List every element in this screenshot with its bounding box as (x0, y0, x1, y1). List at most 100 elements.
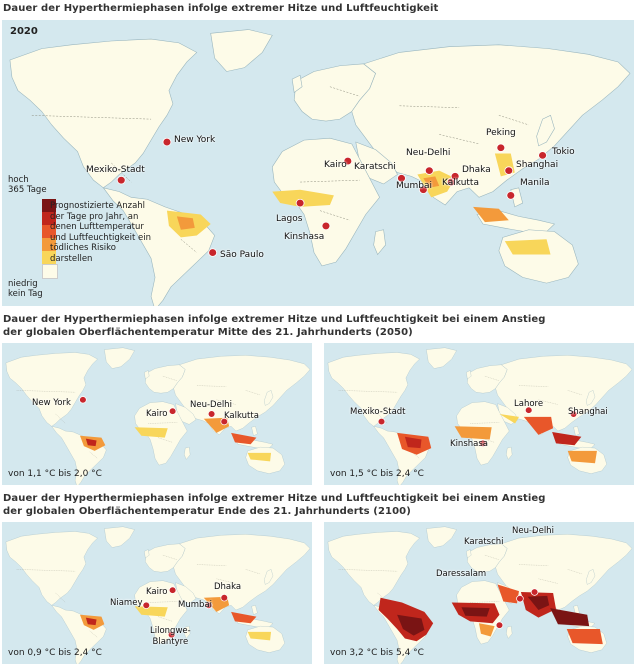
city-dot-mexiko-stadt (377, 417, 386, 426)
heat-zone (85, 617, 97, 626)
heat-zone (231, 432, 257, 445)
city-dot-neu-delhi (207, 410, 216, 418)
legend-description: Prognostizierte Anzahl der Tage pro Jahr… (50, 201, 152, 264)
city-label-sao-paulo: São Paulo (220, 250, 264, 260)
heat-zone (134, 606, 168, 617)
city-label-shanghai: Shanghai (568, 407, 608, 417)
city-label-shanghai: Shanghai (516, 160, 559, 170)
city-label-kairo: Kairo (146, 409, 168, 419)
city-dot-kinshasa (479, 439, 487, 448)
heat-zone (397, 614, 425, 636)
heat-zone (479, 623, 495, 637)
main-heading: Dauer der Hyperthermiephasen infolge ext… (3, 3, 439, 14)
city-label-mumbai: Mumbai (396, 181, 432, 191)
city-label-lagos: Lagos (276, 214, 303, 224)
heat-zone (85, 438, 97, 447)
city-dot-karatschi (397, 174, 406, 183)
legend: hoch 365 Tage Prognostizierte Anzahl der… (8, 175, 151, 305)
legend-color-bar (42, 199, 58, 279)
city-label-mexiko-stadt: Mexiko-Stadt (86, 165, 145, 175)
heat-zone (454, 426, 492, 440)
city-label-dhaka: Dhaka (462, 165, 491, 175)
city-label-mumbai: Mumbai (178, 600, 212, 610)
city-dot-dhaka (220, 594, 229, 602)
city-dot-new-york (162, 137, 172, 147)
city-label-peking: Peking (486, 128, 516, 138)
city-dot-manila (506, 191, 516, 200)
city-dot-peking (496, 143, 506, 152)
city-label-kalkutta: Kalkutta (442, 178, 479, 188)
city-dot-kalkutta (446, 177, 456, 187)
city-label-kinshasa: Kinshasa (284, 232, 325, 242)
map-2050-high: Mexiko-Stadt Lahore Shanghai Kinshasa vo… (324, 343, 634, 485)
heat-zone (231, 611, 257, 624)
temperature-range-label: von 0,9 °C bis 2,4 °C (8, 648, 102, 658)
city-label-kinshasa: Kinshasa (450, 439, 488, 449)
temperature-range-label: von 1,5 °C bis 2,4 °C (330, 469, 424, 479)
heat-zone (550, 608, 590, 627)
city-label-daressalam: Daressalam (436, 569, 487, 579)
heat-zone (247, 452, 272, 462)
heat-zone-sahel (272, 189, 334, 207)
legend-swatch-6 (42, 264, 58, 279)
city-dot-mumbai (418, 185, 428, 194)
city-dot-kairo (168, 586, 177, 594)
city-label-new-york: New York (174, 135, 216, 145)
city-label-neu-delhi: Neu-Delhi (190, 400, 232, 410)
legend-swatch-1 (42, 199, 56, 212)
city-label-mexiko-stadt: Mexiko-Stadt (350, 407, 406, 417)
heat-zone (497, 584, 519, 604)
city-dot-sao-paulo (208, 248, 218, 257)
city-dot-lagos (295, 198, 305, 208)
heat-zone-australia (504, 239, 551, 255)
heat-zone-south-america-core (176, 216, 195, 230)
world-map (5, 526, 311, 664)
heat-zone (567, 450, 597, 464)
temperature-range-label: von 1,1 °C bis 2,0 °C (8, 469, 102, 479)
world-map (5, 347, 311, 485)
heat-zone (404, 436, 422, 449)
city-dot-lahore (524, 406, 533, 414)
heat-zone (523, 416, 554, 435)
heat-zone-se-asia (473, 206, 509, 223)
city-dot-daressalam (495, 621, 504, 629)
city-dot-neu-delhi (424, 166, 434, 175)
city-dot-tokio (538, 151, 547, 160)
city-label-dhaka: Dhaka (214, 582, 242, 592)
city-dot-mumbai (204, 601, 213, 609)
city-dot-kinshasa (321, 221, 331, 231)
world-map (9, 29, 631, 306)
heat-zone (566, 628, 603, 645)
heat-zone (134, 427, 168, 438)
city-label-karatschi: Karatschi (354, 162, 396, 172)
city-dot-new-york (79, 396, 87, 404)
end-century-heading: Dauer der Hyperthermiephasen infolge ext… (3, 493, 546, 517)
city-label-lilongwe-blantyre: Lilongwe- Blantyre (150, 626, 191, 647)
legend-swatch-4 (42, 238, 56, 251)
city-label-karatschi: Karatschi (464, 537, 504, 547)
city-dot-dhaka (450, 172, 460, 181)
city-dot-shanghai (504, 166, 514, 175)
mid-century-heading: Dauer der Hyperthermiephasen infolge ext… (3, 314, 546, 338)
city-dot-kalkutta (220, 417, 229, 426)
city-dot-lilongwe-blantyre (167, 630, 176, 639)
legend-swatch-2 (42, 212, 56, 225)
city-label-neu-delhi: Neu-Delhi (512, 526, 554, 536)
city-label-neu-delhi: Neu-Delhi (406, 148, 451, 158)
city-dot-kairo (343, 156, 353, 166)
legend-high-label: hoch 365 Tage (8, 175, 47, 195)
city-label-kalkutta: Kalkutta (224, 411, 259, 421)
world-map (327, 526, 633, 664)
legend-swatch-5 (42, 251, 56, 264)
city-dot-shanghai (569, 410, 578, 418)
city-label-new-york: New York (32, 398, 71, 408)
temperature-range-label: von 3,2 °C bis 5,4 °C (330, 648, 424, 658)
world-map (327, 347, 633, 485)
heat-zone (499, 414, 519, 424)
heat-zone (552, 431, 582, 446)
city-label-kairo: Kairo (146, 587, 168, 597)
year-label: 2020 (10, 26, 38, 37)
map-2050-low: New York Kairo Neu-Delhi Kalkutta von 1,… (2, 343, 312, 485)
heat-zone (461, 607, 490, 617)
city-label-kairo: Kairo (324, 160, 347, 170)
